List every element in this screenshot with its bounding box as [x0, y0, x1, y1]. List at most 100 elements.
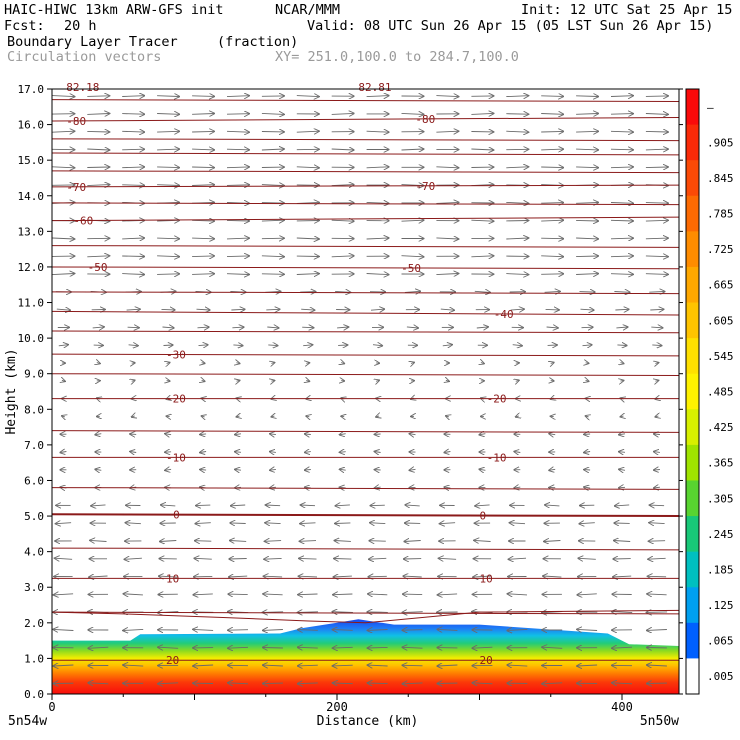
circulation-vector	[479, 434, 486, 435]
circulation-vector	[542, 647, 563, 648]
circulation-vector	[226, 114, 249, 115]
circulation-vector	[368, 594, 388, 595]
isotherm-label: -20	[166, 393, 186, 406]
circulation-vector	[58, 345, 68, 346]
circulation-vector	[157, 185, 179, 186]
circulation-vector	[576, 256, 598, 257]
circulation-vector	[648, 558, 666, 559]
circulation-vector	[195, 541, 212, 542]
circulation-vector	[545, 309, 559, 310]
circulation-vector	[271, 363, 274, 364]
circulation-vector	[265, 541, 282, 542]
circulation-vector	[263, 630, 283, 631]
circulation-vector	[401, 149, 424, 150]
circulation-vector	[621, 363, 624, 364]
temperature-contour	[51, 330, 680, 334]
circulation-vector	[55, 558, 73, 559]
circulation-vector	[263, 648, 283, 649]
circulation-vector	[263, 683, 283, 684]
circulation-vector	[192, 256, 214, 257]
circulation-vector	[301, 309, 314, 310]
circulation-vector	[271, 416, 274, 417]
circulation-vector	[581, 327, 593, 328]
circulation-vector	[193, 665, 214, 666]
cross-section-coords: XY= 251.0,100.0 to 284.7,100.0	[275, 49, 519, 65]
temperature-contour	[51, 245, 680, 248]
colorbar-swatch	[686, 516, 699, 553]
circulation-vector	[232, 327, 243, 328]
circulation-vector	[401, 220, 424, 221]
circulation-vector	[261, 185, 284, 186]
circulation-vector	[127, 327, 139, 328]
isotherm-line	[51, 184, 680, 188]
circulation-vector	[411, 363, 414, 364]
circulation-vector	[440, 523, 456, 524]
circulation-vector	[616, 327, 627, 328]
circulation-vector	[95, 469, 102, 470]
circulation-vector	[298, 683, 318, 684]
circulation-vector	[202, 380, 205, 381]
isotherm-line	[51, 216, 680, 222]
circulation-vector	[619, 469, 626, 470]
circulation-vector	[367, 612, 388, 613]
circulation-vector	[437, 629, 458, 630]
circulation-vector	[333, 665, 353, 666]
circulation-vector	[506, 96, 528, 97]
circulation-vector	[551, 363, 554, 364]
circulation-vector	[122, 274, 144, 275]
circulation-vector	[126, 309, 140, 310]
circulation-vector	[331, 149, 354, 150]
circulation-vector	[576, 274, 598, 275]
circulation-vector	[549, 469, 556, 470]
circulation-vector	[122, 114, 144, 115]
circulation-vector	[436, 96, 458, 97]
colorbar-swatch	[686, 338, 699, 375]
isotherm-label: -40	[494, 308, 514, 321]
fcst-label: Fcst:	[4, 18, 45, 34]
circulation-vector	[577, 665, 598, 666]
circulation-vector	[406, 327, 418, 328]
circulation-vector	[541, 131, 563, 132]
circulation-vector	[610, 238, 633, 239]
y-tick-label: 6.0	[24, 474, 44, 487]
isotherm-label: 20	[480, 654, 493, 667]
circulation-vector	[614, 541, 631, 542]
colorbar-label: .305	[707, 492, 734, 505]
circulation-vector	[333, 612, 353, 613]
circulation-vector	[541, 114, 563, 115]
y-tick-label: 11.0	[18, 297, 45, 310]
circulation-vector	[266, 309, 279, 310]
circulation-vector	[615, 309, 628, 310]
circulation-vector	[263, 594, 283, 595]
circulation-vector	[165, 469, 172, 470]
x-tick-label: 0	[48, 700, 55, 714]
circulation-vector	[649, 292, 664, 293]
isotherm-label: 0	[480, 509, 487, 522]
circulation-vector	[403, 683, 423, 684]
circulation-vector	[296, 131, 319, 132]
circulation-vector	[473, 576, 492, 577]
circulation-vector	[582, 345, 592, 346]
circulation-vector	[341, 363, 344, 364]
circulation-vector	[541, 220, 563, 221]
circulation-vector	[195, 523, 211, 524]
circulation-vector	[612, 612, 633, 613]
isotherm-label: -70	[66, 181, 86, 194]
circulation-vector	[333, 630, 353, 631]
circulation-vector	[122, 149, 144, 150]
circulation-vector	[52, 274, 74, 275]
colorbar-swatch	[686, 373, 699, 410]
circulation-vector	[401, 113, 424, 114]
circulation-vector	[233, 345, 242, 346]
circulation-vector	[436, 131, 458, 132]
circulation-vector	[123, 629, 144, 630]
circulation-vector	[368, 683, 388, 684]
circulation-vector	[122, 256, 144, 257]
circulation-vector	[226, 131, 249, 132]
circulation-vector	[439, 558, 457, 559]
plot-frame	[51, 88, 680, 695]
circulation-vector	[271, 381, 274, 382]
colorbar-label: .065	[707, 635, 734, 648]
colorbar-swatch	[686, 409, 699, 446]
circulation-vector	[474, 540, 491, 541]
